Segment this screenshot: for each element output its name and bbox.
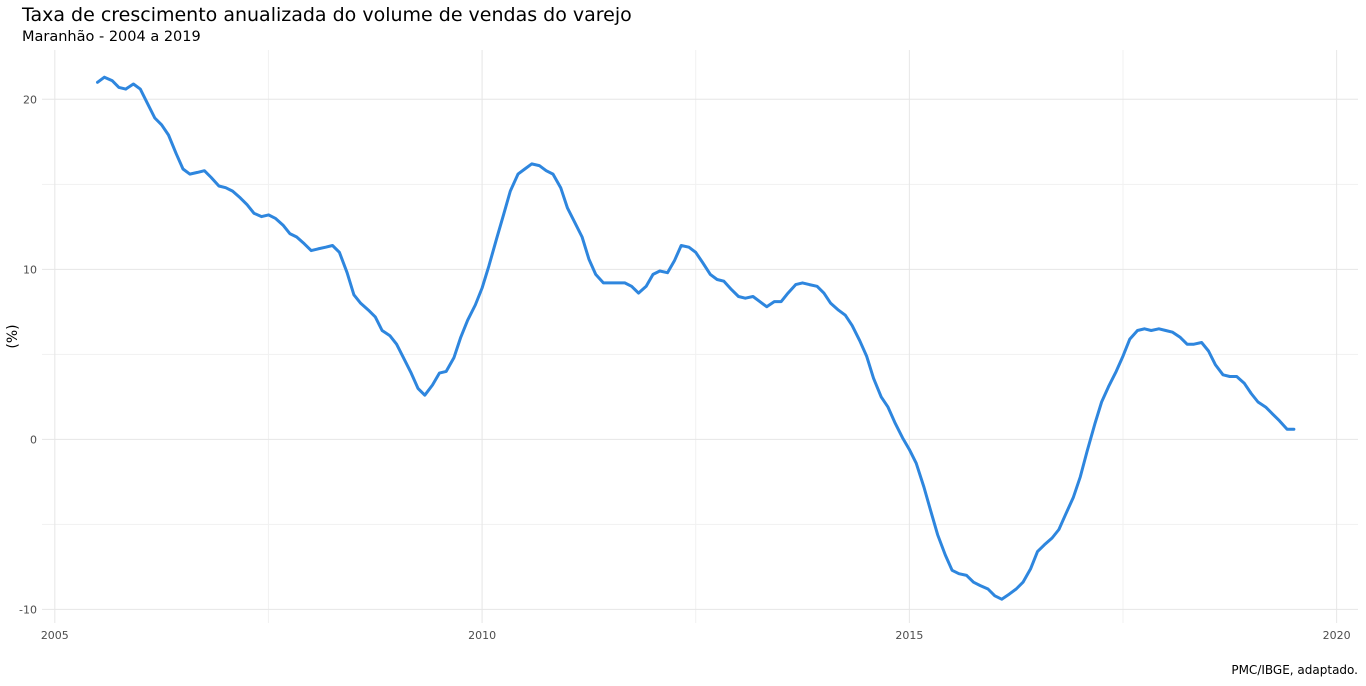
y-tick-label: 0	[30, 433, 37, 446]
series-line	[96, 75, 1296, 601]
series-layer	[96, 75, 1296, 601]
y-tick-label: 10	[23, 263, 37, 276]
x-tick-label: 2015	[895, 629, 923, 642]
y-tick-label: -10	[19, 603, 37, 616]
chart-subtitle: Maranhão - 2004 a 2019	[22, 29, 201, 45]
tick-label-layer: 2005 2010 2015 2020 -10 0 10 20	[19, 93, 1351, 642]
x-tick-label: 2010	[468, 629, 496, 642]
x-tick-label: 2005	[41, 629, 69, 642]
y-tick-label: 20	[23, 93, 37, 106]
y-axis-title: (%)	[5, 324, 21, 348]
x-tick-label: 2020	[1323, 629, 1351, 642]
chart-title: Taxa de crescimento anualizada do volume…	[22, 4, 632, 26]
grid-layer	[42, 50, 1358, 623]
chart-caption: PMC/IBGE, adaptado.	[1231, 663, 1358, 677]
